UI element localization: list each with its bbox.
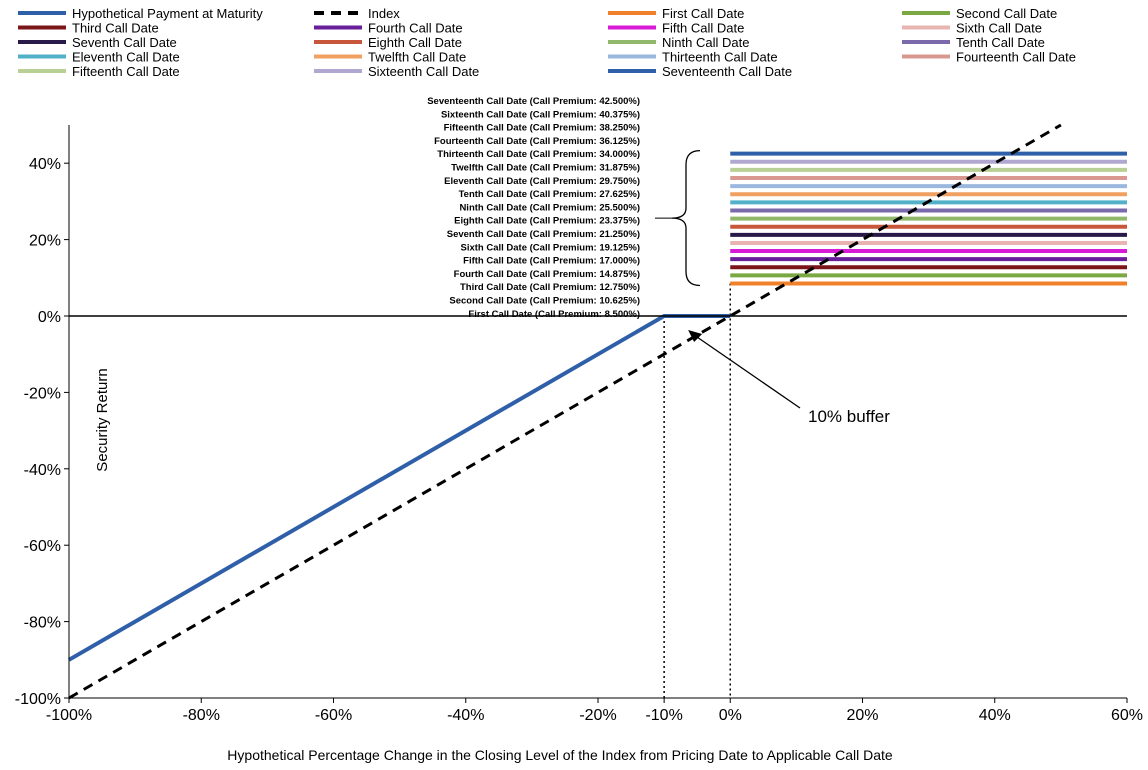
call-premium-label: Second Call Date (Call Premium: 10.625%) — [449, 296, 640, 307]
x-tick-label: -60% — [315, 707, 352, 724]
call-premium-label: Twelfth Call Date (Call Premium: 31.875%… — [451, 163, 640, 174]
legend-entry: Second Call Date — [956, 6, 1057, 21]
y-tick-label: -20% — [24, 385, 61, 402]
y-tick-label: -40% — [24, 462, 61, 479]
legend-entry: Fifth Call Date — [662, 21, 744, 36]
call-premium-label: Ninth Call Date (Call Premium: 25.500%) — [459, 202, 640, 213]
buffer-annotation-label: 10% buffer — [808, 407, 890, 426]
y-tick-label: -100% — [15, 691, 61, 708]
y-axis-label: Security Return — [94, 368, 111, 471]
call-premium-label: Eleventh Call Date (Call Premium: 29.750… — [444, 176, 640, 187]
buffer-arrow-line — [693, 334, 801, 409]
legend-entry: Sixteenth Call Date — [368, 64, 479, 79]
x-tick-label: -80% — [183, 707, 220, 724]
legend-entry: Sixth Call Date — [956, 21, 1042, 36]
x-tick-label: 20% — [846, 707, 878, 724]
y-tick-label: 40% — [29, 156, 61, 173]
legend-entry: Thirteenth Call Date — [662, 50, 778, 65]
x-tick-label: -100% — [46, 707, 92, 724]
y-tick-label: -80% — [24, 615, 61, 632]
legend: Hypothetical Payment at Maturity Index Fir… — [18, 6, 1076, 79]
legend-entry: Seventh Call Date — [72, 35, 177, 50]
x-tick-label: 0% — [719, 707, 742, 724]
call-premium-label: Third Call Date (Call Premium: 12.750%) — [460, 282, 640, 293]
call-premium-label: First Call Date (Call Premium: 8.500%) — [468, 309, 640, 320]
index-line — [68, 123, 1062, 700]
x-tick-label: -40% — [447, 707, 484, 724]
legend-entry: Index — [368, 6, 400, 21]
legend-entry: Fourth Call Date — [368, 21, 463, 36]
x-tick-label: -20% — [579, 707, 616, 724]
legend-entry: Twelfth Call Date — [368, 50, 466, 65]
x-axis-label: Hypothetical Percentage Change in the Cl… — [227, 747, 893, 763]
y-tick-label: 0% — [38, 309, 61, 326]
y-tick-label: -60% — [24, 538, 61, 555]
call-premium-label: Seventeenth Call Date (Call Premium: 42.… — [427, 96, 640, 107]
call-premium-label: Fifteenth Call Date (Call Premium: 38.25… — [444, 123, 640, 134]
call-premium-label: Fourteenth Call Date (Call Premium: 36.1… — [434, 136, 640, 147]
x-tick-label: 40% — [979, 707, 1011, 724]
call-premium-label: Thirteenth Call Date (Call Premium: 34.0… — [437, 149, 640, 160]
brace — [671, 150, 701, 287]
legend-entry: Eleventh Call Date — [72, 50, 180, 65]
legend-entry: Ninth Call Date — [662, 35, 749, 50]
call-premium-annotations: Seventeenth Call Date (Call Premium: 42.… — [427, 96, 890, 426]
x-tick-label: -10% — [645, 707, 682, 724]
legend-entry: Third Call Date — [72, 21, 159, 36]
call-premium-label: Sixth Call Date (Call Premium: 19.125%) — [460, 242, 640, 253]
legend-entry: Fifteenth Call Date — [72, 64, 180, 79]
legend-entry: Hypothetical Payment at Maturity — [72, 6, 263, 21]
call-premium-label: Seventh Call Date (Call Premium: 21.250%… — [447, 229, 640, 240]
x-tick-label: 60% — [1111, 707, 1143, 724]
legend-entry: Fourteenth Call Date — [956, 50, 1076, 65]
y-tick-label: 20% — [29, 233, 61, 250]
legend-entry: Eighth Call Date — [368, 35, 462, 50]
call-premium-label: Tenth Call Date (Call Premium: 27.625%) — [459, 189, 640, 200]
legend-entry: First Call Date — [662, 6, 744, 21]
call-premium-label: Fifth Call Date (Call Premium: 17.000%) — [463, 256, 640, 267]
legend-entry: Seventeenth Call Date — [662, 64, 792, 79]
legend-entry: Tenth Call Date — [956, 35, 1045, 50]
payment-line — [67, 314, 731, 662]
call-premium-label: Fourth Call Date (Call Premium: 14.875%) — [454, 269, 640, 280]
call-premium-label: Eighth Call Date (Call Premium: 23.375%) — [454, 216, 640, 227]
axes: 40% 20% 0% -20% -40% -60% -80% -100%-100% -80% -6… — [15, 125, 1143, 724]
call-premium-label: Sixteenth Call Date (Call Premium: 40.37… — [441, 109, 640, 120]
